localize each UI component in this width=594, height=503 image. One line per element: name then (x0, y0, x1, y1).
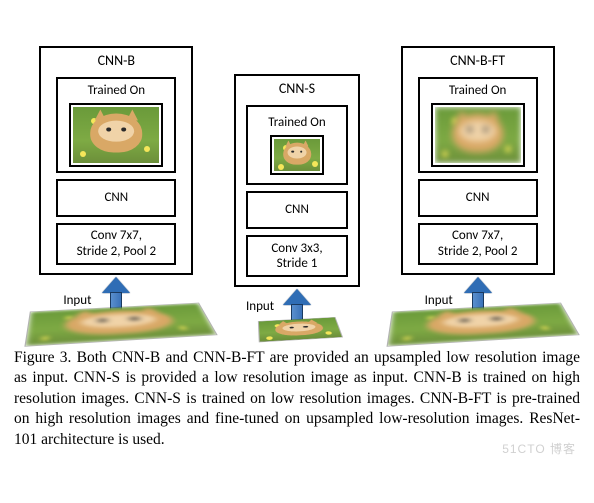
input-label: Input (63, 293, 91, 308)
trained-on-box: Trained On (56, 77, 176, 173)
conv-line1: Conv 7x7, (452, 228, 503, 244)
caption-prefix: Figure 3. (14, 349, 77, 366)
box-title: CNN-B-FT (450, 52, 505, 69)
network-box: CNN-S Trained On CNN Conv 3x3,Stride 1 (234, 74, 360, 287)
cnn-box: CNN (246, 191, 348, 229)
trained-on-label: Trained On (88, 83, 146, 99)
diagram-row: CNN-BTrained On CNNConv 7x7,Stride 2, Po… (0, 0, 594, 340)
conv-line2: Stride 2, Pool 2 (438, 244, 518, 260)
conv-box: Conv 3x3,Stride 1 (246, 235, 348, 277)
trained-on-box: Trained On (418, 77, 538, 173)
input-image-wrap (393, 307, 563, 340)
input-label: Input (246, 299, 274, 314)
cat-image (258, 317, 343, 342)
network-box: CNN-B Trained On CNN Conv 7x7,Stride 2, Po… (39, 46, 193, 275)
trained-on-box: Trained On (246, 105, 348, 185)
network-box: CNN-B-FT Trained On CNN Conv 7x7,Stride 2,… (401, 46, 555, 275)
box-title: CNN-B (98, 52, 135, 69)
conv-box: Conv 7x7,Stride 2, Pool 2 (56, 223, 176, 265)
cat-image (274, 139, 320, 171)
cnn-box: CNN (418, 179, 538, 217)
input-label: Input (425, 293, 453, 308)
conv-line2: Stride 1 (277, 256, 318, 272)
trained-on-label: Trained On (449, 83, 507, 99)
conv-box: Conv 7x7,Stride 2, Pool 2 (418, 223, 538, 265)
input-image-wrap (31, 307, 201, 340)
input-image-wrap (258, 319, 336, 340)
trained-image-frame (270, 135, 324, 175)
box-title: CNN-S (279, 80, 315, 97)
column-cnn-s: CNN-S Trained On CNN Conv 3x3,Stride 1 Inpu… (234, 74, 360, 340)
column-cnn-b-ft: CNN-B-FT Trained On CNN Conv 7x7,Stride 2,… (393, 46, 563, 340)
trained-on-label: Trained On (268, 115, 326, 131)
conv-line1: Conv 7x7, (91, 228, 142, 244)
cat-image (435, 107, 521, 163)
conv-line2: Stride 2, Pool 2 (77, 244, 157, 260)
caption-text: Both CNN-B and CNN-B-FT are provided an … (14, 349, 580, 448)
trained-image-frame (431, 103, 525, 167)
cnn-box: CNN (56, 179, 176, 217)
trained-image-frame (69, 103, 163, 167)
figure-caption: Figure 3. Both CNN-B and CNN-B-FT are pr… (0, 340, 594, 460)
column-cnn-b: CNN-B Trained On CNN Conv 7x7,Stride 2, Po… (31, 46, 201, 340)
cat-image (73, 107, 159, 163)
conv-line1: Conv 3x3, (271, 241, 322, 257)
